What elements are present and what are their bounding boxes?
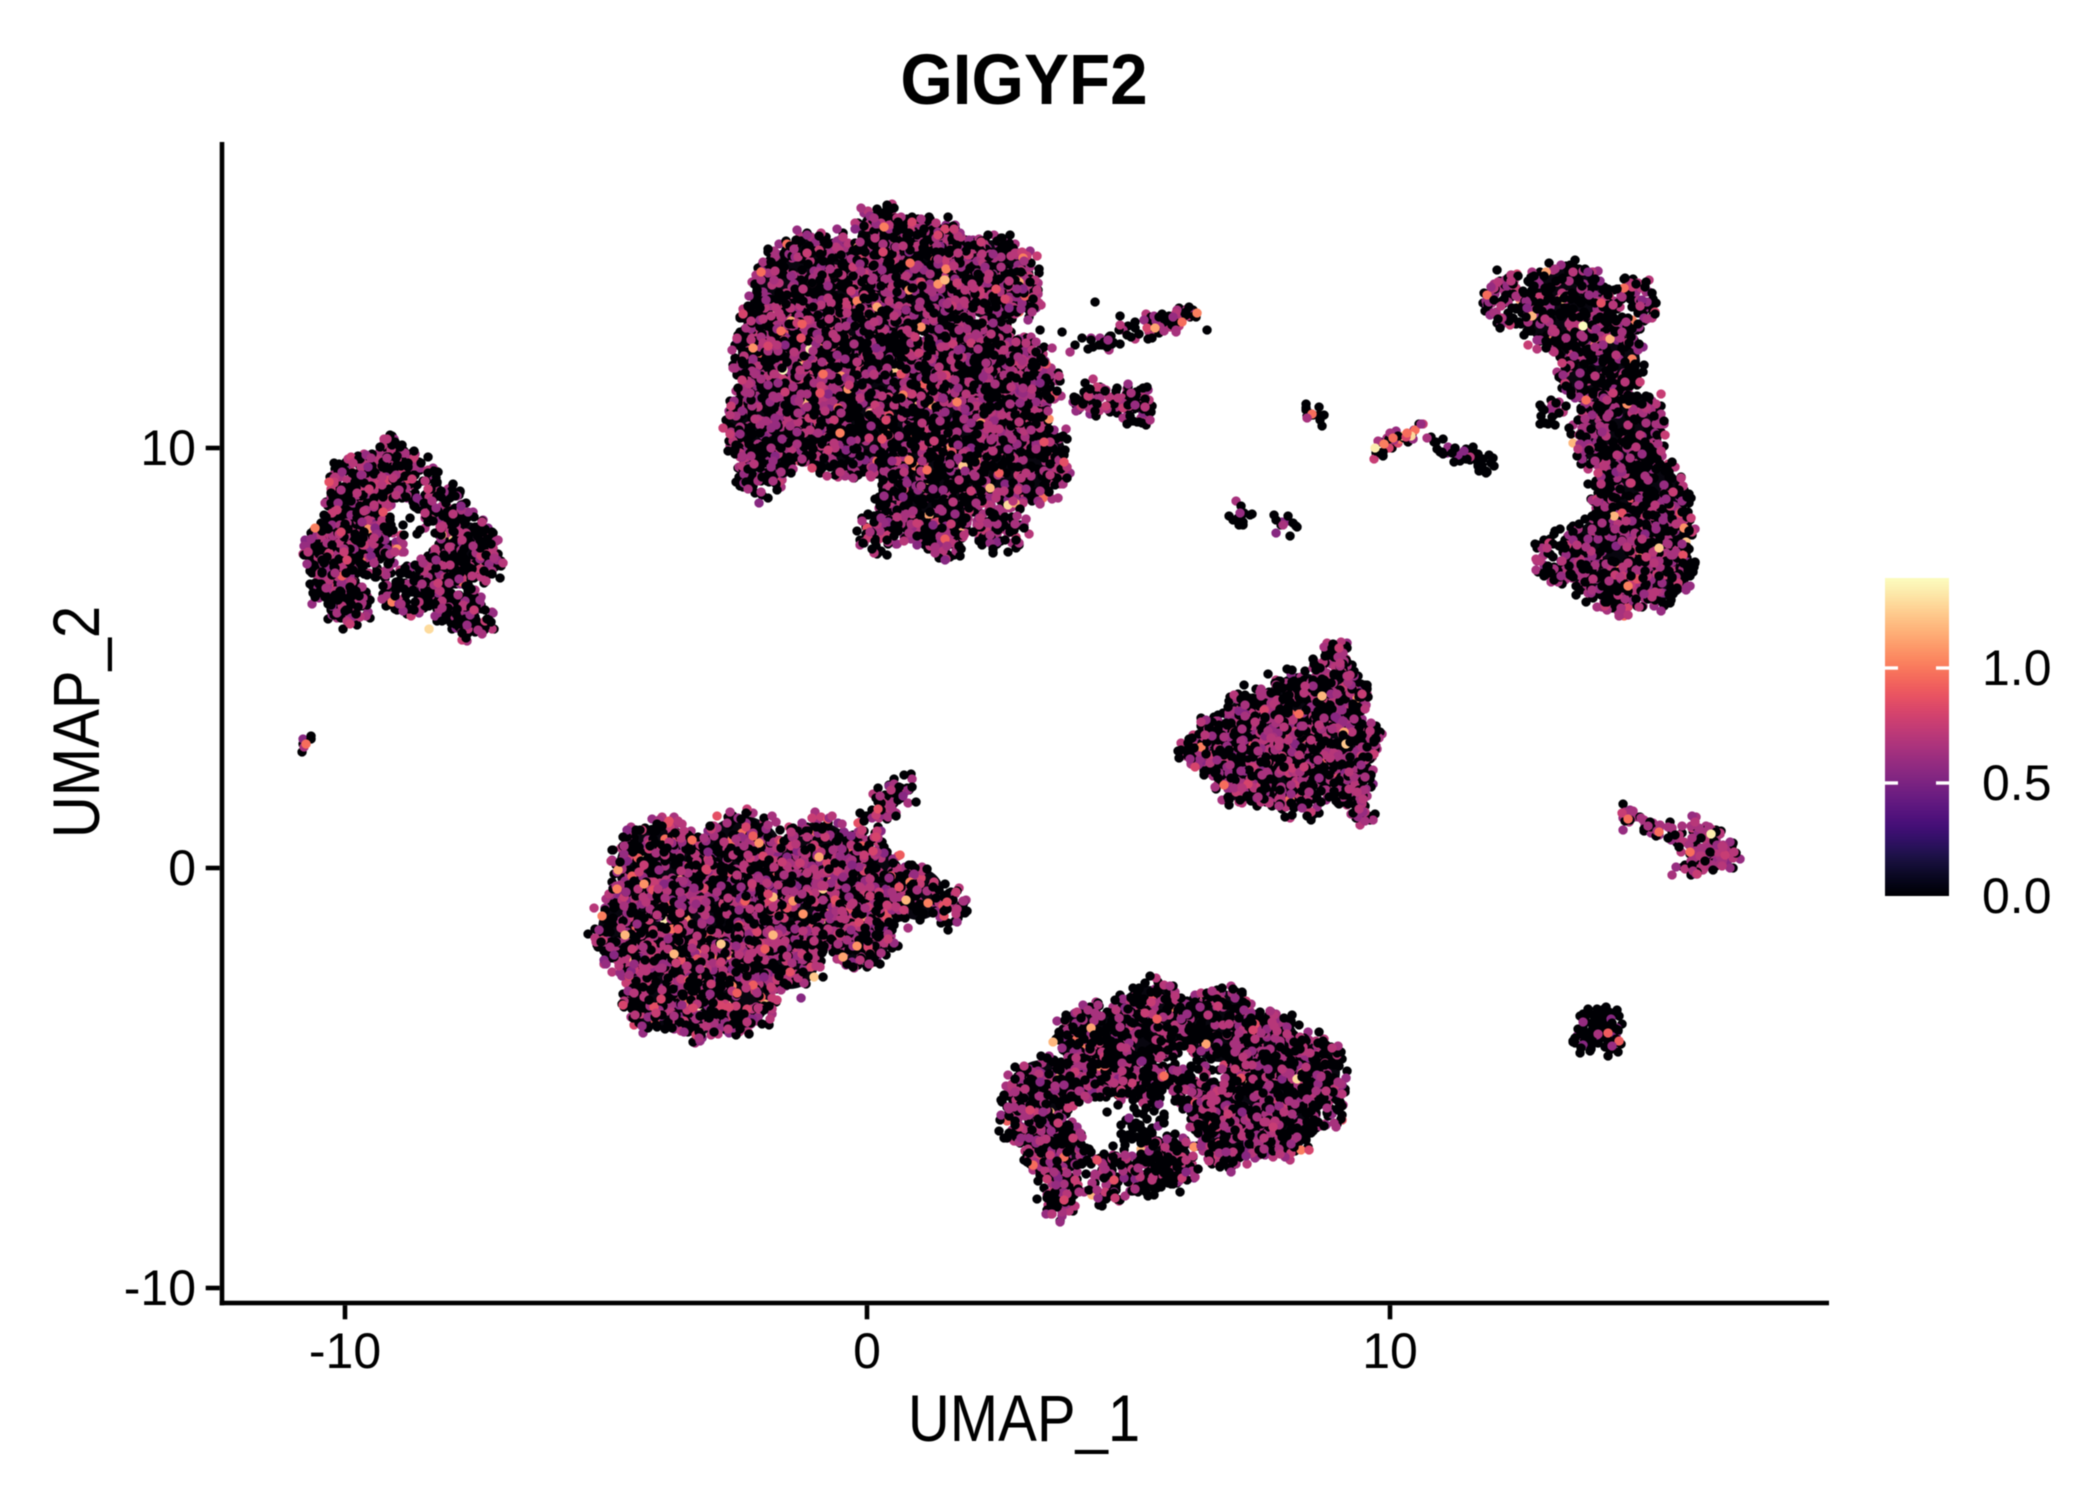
svg-text:0: 0 <box>168 840 196 896</box>
svg-text:10: 10 <box>140 420 196 476</box>
svg-text:0.5: 0.5 <box>1982 755 2052 811</box>
svg-text:GIGYF2: GIGYF2 <box>900 39 1147 119</box>
svg-text:10: 10 <box>1362 1323 1418 1379</box>
svg-text:UMAP_2: UMAP_2 <box>41 606 114 838</box>
svg-text:0: 0 <box>853 1323 881 1379</box>
svg-text:UMAP_1: UMAP_1 <box>908 1383 1140 1456</box>
svg-text:1.0: 1.0 <box>1982 640 2052 696</box>
svg-text:0.0: 0.0 <box>1982 868 2052 924</box>
svg-text:-10: -10 <box>124 1260 196 1316</box>
svg-text:-10: -10 <box>309 1323 381 1379</box>
